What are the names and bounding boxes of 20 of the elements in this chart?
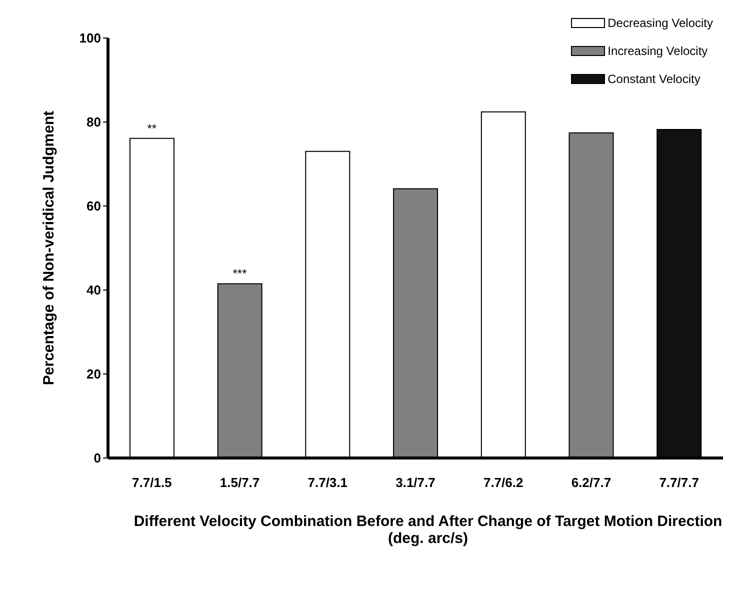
- annotation: **: [147, 121, 157, 136]
- y-tick-label: 60: [86, 198, 101, 214]
- y-tick-label: 20: [86, 366, 101, 382]
- y-tick-label: 40: [86, 282, 101, 298]
- x-tick-label: 6.2/7.7: [571, 475, 612, 490]
- x-tick-label: 3.1/7.7: [396, 475, 436, 490]
- legend-label: Constant Velocity: [608, 72, 700, 86]
- y-tick-label: 0: [94, 450, 101, 466]
- x-tick-label: 1.5/7.7: [220, 475, 260, 490]
- x-tick-label: 7.7/1.5: [132, 475, 172, 490]
- x-tick-label: 7.7/6.2: [483, 475, 524, 490]
- legend-label: Decreasing Velocity: [608, 16, 713, 30]
- x-tick-label: 7.7/3.1: [308, 475, 348, 490]
- annotation: ***: [232, 266, 248, 281]
- legend-label: Increasing Velocity: [608, 44, 708, 58]
- x-tick-label: 7.7/7.7: [659, 475, 699, 490]
- y-tick-label: 80: [86, 114, 101, 130]
- y-axis-title: Percentage of Non-veridical Judgment: [40, 110, 58, 386]
- y-tick-label: 100: [79, 30, 101, 46]
- x-axis-title: Different Velocity Combination Before and After Change of Target Motion Direction (deg. arc/s): [132, 513, 724, 547]
